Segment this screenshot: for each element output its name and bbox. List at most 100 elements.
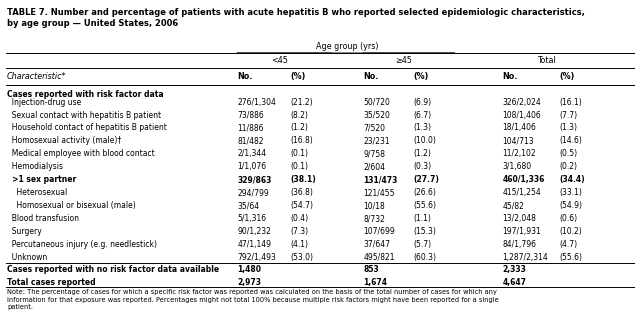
Text: ≥45: ≥45: [395, 56, 413, 65]
Text: (4.7): (4.7): [559, 240, 578, 249]
Text: Cases reported with no risk factor data available: Cases reported with no risk factor data …: [7, 265, 219, 274]
Text: 90/1,232: 90/1,232: [238, 227, 271, 236]
Text: 107/699: 107/699: [363, 227, 395, 236]
Text: 121/455: 121/455: [363, 188, 395, 197]
Text: No.: No.: [363, 72, 379, 81]
Text: 415/1,254: 415/1,254: [503, 188, 542, 197]
Text: 2,333: 2,333: [503, 265, 526, 274]
Text: (54.7): (54.7): [290, 201, 313, 210]
Text: Hemodialysis: Hemodialysis: [7, 162, 63, 171]
Text: 3/1,680: 3/1,680: [503, 162, 532, 171]
Text: (0.5): (0.5): [559, 149, 578, 158]
Text: 1,674: 1,674: [363, 278, 387, 287]
Text: Total: Total: [537, 56, 556, 65]
Text: (16.1): (16.1): [559, 98, 582, 107]
Text: 9/758: 9/758: [363, 149, 385, 158]
Text: (34.4): (34.4): [559, 175, 585, 184]
Text: <45: <45: [271, 56, 288, 65]
Text: (1.1): (1.1): [413, 214, 431, 223]
Text: 276/1,304: 276/1,304: [238, 98, 276, 107]
Text: 18/1,406: 18/1,406: [503, 123, 537, 133]
Text: 197/1,931: 197/1,931: [503, 227, 542, 236]
Text: (6.7): (6.7): [413, 111, 431, 120]
Text: (%): (%): [290, 72, 306, 81]
Text: Homosexual activity (male)†: Homosexual activity (male)†: [7, 136, 121, 145]
Text: 23/231: 23/231: [363, 136, 390, 145]
Text: Note: The percentage of cases for which a specific risk factor was reported was : Note: The percentage of cases for which …: [7, 289, 499, 310]
Text: 50/720: 50/720: [363, 98, 390, 107]
Text: 326/2,024: 326/2,024: [503, 98, 542, 107]
Text: (55.6): (55.6): [413, 201, 437, 210]
Text: (36.8): (36.8): [290, 188, 313, 197]
Text: 81/482: 81/482: [238, 136, 264, 145]
Text: (0.4): (0.4): [290, 214, 308, 223]
Text: 84/1,796: 84/1,796: [503, 240, 537, 249]
Text: 35/64: 35/64: [238, 201, 260, 210]
Text: TABLE 7. Number and percentage of patients with acute hepatitis B who reported s: TABLE 7. Number and percentage of patien…: [7, 8, 585, 28]
Text: 1,287/2,314: 1,287/2,314: [503, 253, 549, 262]
Text: (53.0): (53.0): [290, 253, 313, 262]
Text: No.: No.: [238, 72, 253, 81]
Text: 13/2,048: 13/2,048: [503, 214, 537, 223]
Text: (0.1): (0.1): [290, 162, 308, 171]
Text: Surgery: Surgery: [7, 227, 42, 236]
Text: (26.6): (26.6): [413, 188, 437, 197]
Text: Percutaneous injury (e.g. needlestick): Percutaneous injury (e.g. needlestick): [7, 240, 157, 249]
Text: 2/604: 2/604: [363, 162, 385, 171]
Text: Blood transfusion: Blood transfusion: [7, 214, 79, 223]
Text: (21.2): (21.2): [290, 98, 313, 107]
Text: Age group (yrs): Age group (yrs): [316, 43, 379, 52]
Text: 1,480: 1,480: [238, 265, 262, 274]
Text: (10.2): (10.2): [559, 227, 582, 236]
Text: >1 sex partner: >1 sex partner: [7, 175, 76, 184]
Text: (0.1): (0.1): [290, 149, 308, 158]
Text: 47/1,149: 47/1,149: [238, 240, 272, 249]
Text: (14.6): (14.6): [559, 136, 582, 145]
Text: (0.3): (0.3): [413, 162, 431, 171]
Text: 329/863: 329/863: [238, 175, 272, 184]
Text: 2,973: 2,973: [238, 278, 262, 287]
Text: 2/1,344: 2/1,344: [238, 149, 267, 158]
Text: Sexual contact with hepatitis B patient: Sexual contact with hepatitis B patient: [7, 111, 161, 120]
Text: (27.7): (27.7): [413, 175, 439, 184]
Text: 4,647: 4,647: [503, 278, 527, 287]
Text: 45/82: 45/82: [503, 201, 524, 210]
Text: (6.9): (6.9): [413, 98, 431, 107]
Text: 131/473: 131/473: [363, 175, 397, 184]
Text: (%): (%): [559, 72, 574, 81]
Text: Heterosexual: Heterosexual: [7, 188, 67, 197]
Text: Total cases reported: Total cases reported: [7, 278, 96, 287]
Text: (55.6): (55.6): [559, 253, 582, 262]
Text: 104/713: 104/713: [503, 136, 535, 145]
Text: (60.3): (60.3): [413, 253, 437, 262]
Text: 37/647: 37/647: [363, 240, 390, 249]
Text: (33.1): (33.1): [559, 188, 582, 197]
Text: Injection-drug use: Injection-drug use: [7, 98, 81, 107]
Text: 792/1,493: 792/1,493: [238, 253, 276, 262]
Text: Homosexual or bisexual (male): Homosexual or bisexual (male): [7, 201, 136, 210]
Text: 108/1,406: 108/1,406: [503, 111, 542, 120]
Text: (54.9): (54.9): [559, 201, 582, 210]
Text: 853: 853: [363, 265, 379, 274]
Text: (15.3): (15.3): [413, 227, 437, 236]
Text: (10.0): (10.0): [413, 136, 437, 145]
Text: 11/2,102: 11/2,102: [503, 149, 537, 158]
Text: (1.2): (1.2): [290, 123, 308, 133]
Text: (38.1): (38.1): [290, 175, 316, 184]
Text: (1.3): (1.3): [413, 123, 431, 133]
Text: (4.1): (4.1): [290, 240, 308, 249]
Text: 5/1,316: 5/1,316: [238, 214, 267, 223]
Text: 10/18: 10/18: [363, 201, 385, 210]
Text: No.: No.: [503, 72, 518, 81]
Text: 7/520: 7/520: [363, 123, 385, 133]
Text: 73/886: 73/886: [238, 111, 264, 120]
Text: 35/520: 35/520: [363, 111, 390, 120]
Text: (0.2): (0.2): [559, 162, 577, 171]
Text: (8.2): (8.2): [290, 111, 308, 120]
Text: (5.7): (5.7): [413, 240, 431, 249]
Text: 495/821: 495/821: [363, 253, 395, 262]
Text: 11/886: 11/886: [238, 123, 264, 133]
Text: 294/799: 294/799: [238, 188, 269, 197]
Text: (7.7): (7.7): [559, 111, 578, 120]
Text: (1.2): (1.2): [413, 149, 431, 158]
